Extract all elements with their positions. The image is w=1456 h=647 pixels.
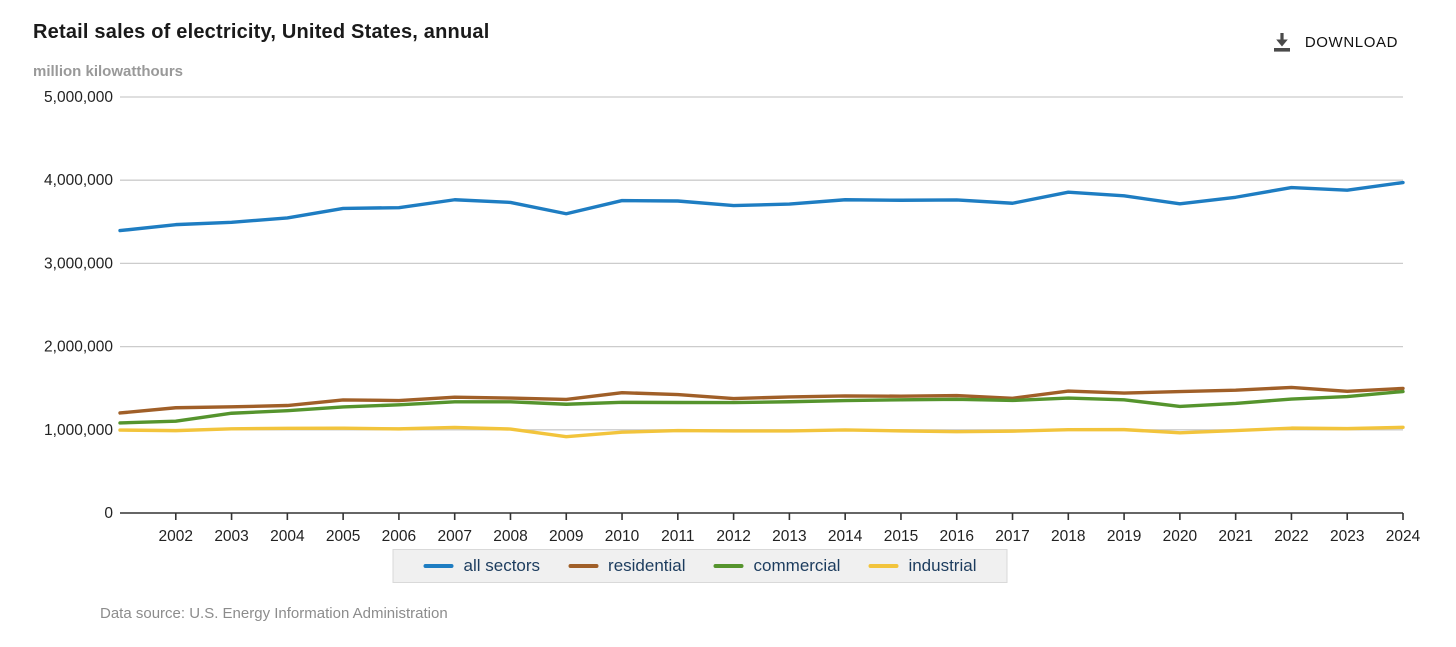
data-source-note: Data source: U.S. Energy Information Adm… (100, 605, 448, 622)
line-chart: 0 1,000,000 2,000,000 3,000,000 4,000,000 5,0… (44, 89, 1421, 545)
x-tick-label: 2015 (884, 528, 918, 545)
legend-item-all-sectors[interactable]: all sectors (423, 556, 541, 576)
x-tick-label: 2003 (214, 528, 248, 545)
x-tick-label: 2021 (1218, 528, 1252, 545)
download-icon (1270, 30, 1294, 54)
industrial-line-swatch (868, 564, 899, 568)
residential-line-swatch (568, 564, 599, 568)
x-tick-label: 2016 (939, 528, 973, 545)
series-line-commercial (118, 389, 1405, 425)
x-tick-label: 2024 (1386, 528, 1421, 545)
x-tick-label: 2023 (1330, 528, 1364, 545)
x-tick-label: 2008 (493, 528, 527, 545)
chart-legend: all sectors residential commercial indus… (392, 549, 1008, 583)
y-tick-label: 4,000,000 (44, 172, 113, 189)
y-axis-units-label: million kilowatthours (33, 63, 184, 80)
x-tick-label: 2002 (159, 528, 193, 545)
series-line-all-sectors (118, 180, 1405, 233)
series-line-industrial (118, 425, 1405, 439)
y-tick-label: 2,000,000 (44, 339, 113, 356)
legend-label: residential (608, 556, 686, 575)
series-line-residential (118, 385, 1405, 415)
y-tick-label: 1,000,000 (44, 422, 113, 439)
x-tick-label: 2014 (828, 528, 863, 545)
legend-item-industrial[interactable]: industrial (868, 556, 976, 576)
x-tick-label: 2022 (1274, 528, 1308, 545)
legend-item-commercial[interactable]: commercial (713, 556, 841, 576)
x-tick-label: 2020 (1163, 528, 1198, 545)
x-tick-label: 2009 (549, 528, 583, 545)
x-tick-label: 2006 (382, 528, 416, 545)
x-tick-label: 2017 (995, 528, 1029, 545)
x-tick-label: 2004 (270, 528, 305, 545)
x-tick-label: 2010 (605, 528, 640, 545)
legend-label: industrial (908, 556, 977, 575)
legend-label: all sectors (463, 556, 541, 575)
x-tick-label: 2005 (326, 528, 360, 545)
x-tick-label: 2011 (661, 528, 694, 545)
x-tick-label: 2012 (716, 528, 750, 545)
x-tick-label: 2019 (1107, 528, 1141, 545)
x-tick-label: 2018 (1051, 528, 1085, 545)
x-tick-label: 2007 (437, 528, 471, 545)
y-tick-label: 0 (104, 505, 113, 522)
legend-item-residential[interactable]: residential (568, 556, 686, 576)
x-tick-label: 2013 (772, 528, 806, 545)
y-tick-label: 5,000,000 (44, 89, 113, 106)
download-button[interactable]: DOWNLOAD (1268, 26, 1400, 58)
legend-label: commercial (753, 556, 841, 575)
all-sectors-line-swatch (423, 564, 454, 568)
y-tick-label: 3,000,000 (44, 255, 113, 272)
download-button-label: DOWNLOAD (1304, 33, 1398, 51)
commercial-line-swatch (713, 564, 744, 568)
page-title: Retail sales of electricity, United Stat… (33, 21, 490, 43)
